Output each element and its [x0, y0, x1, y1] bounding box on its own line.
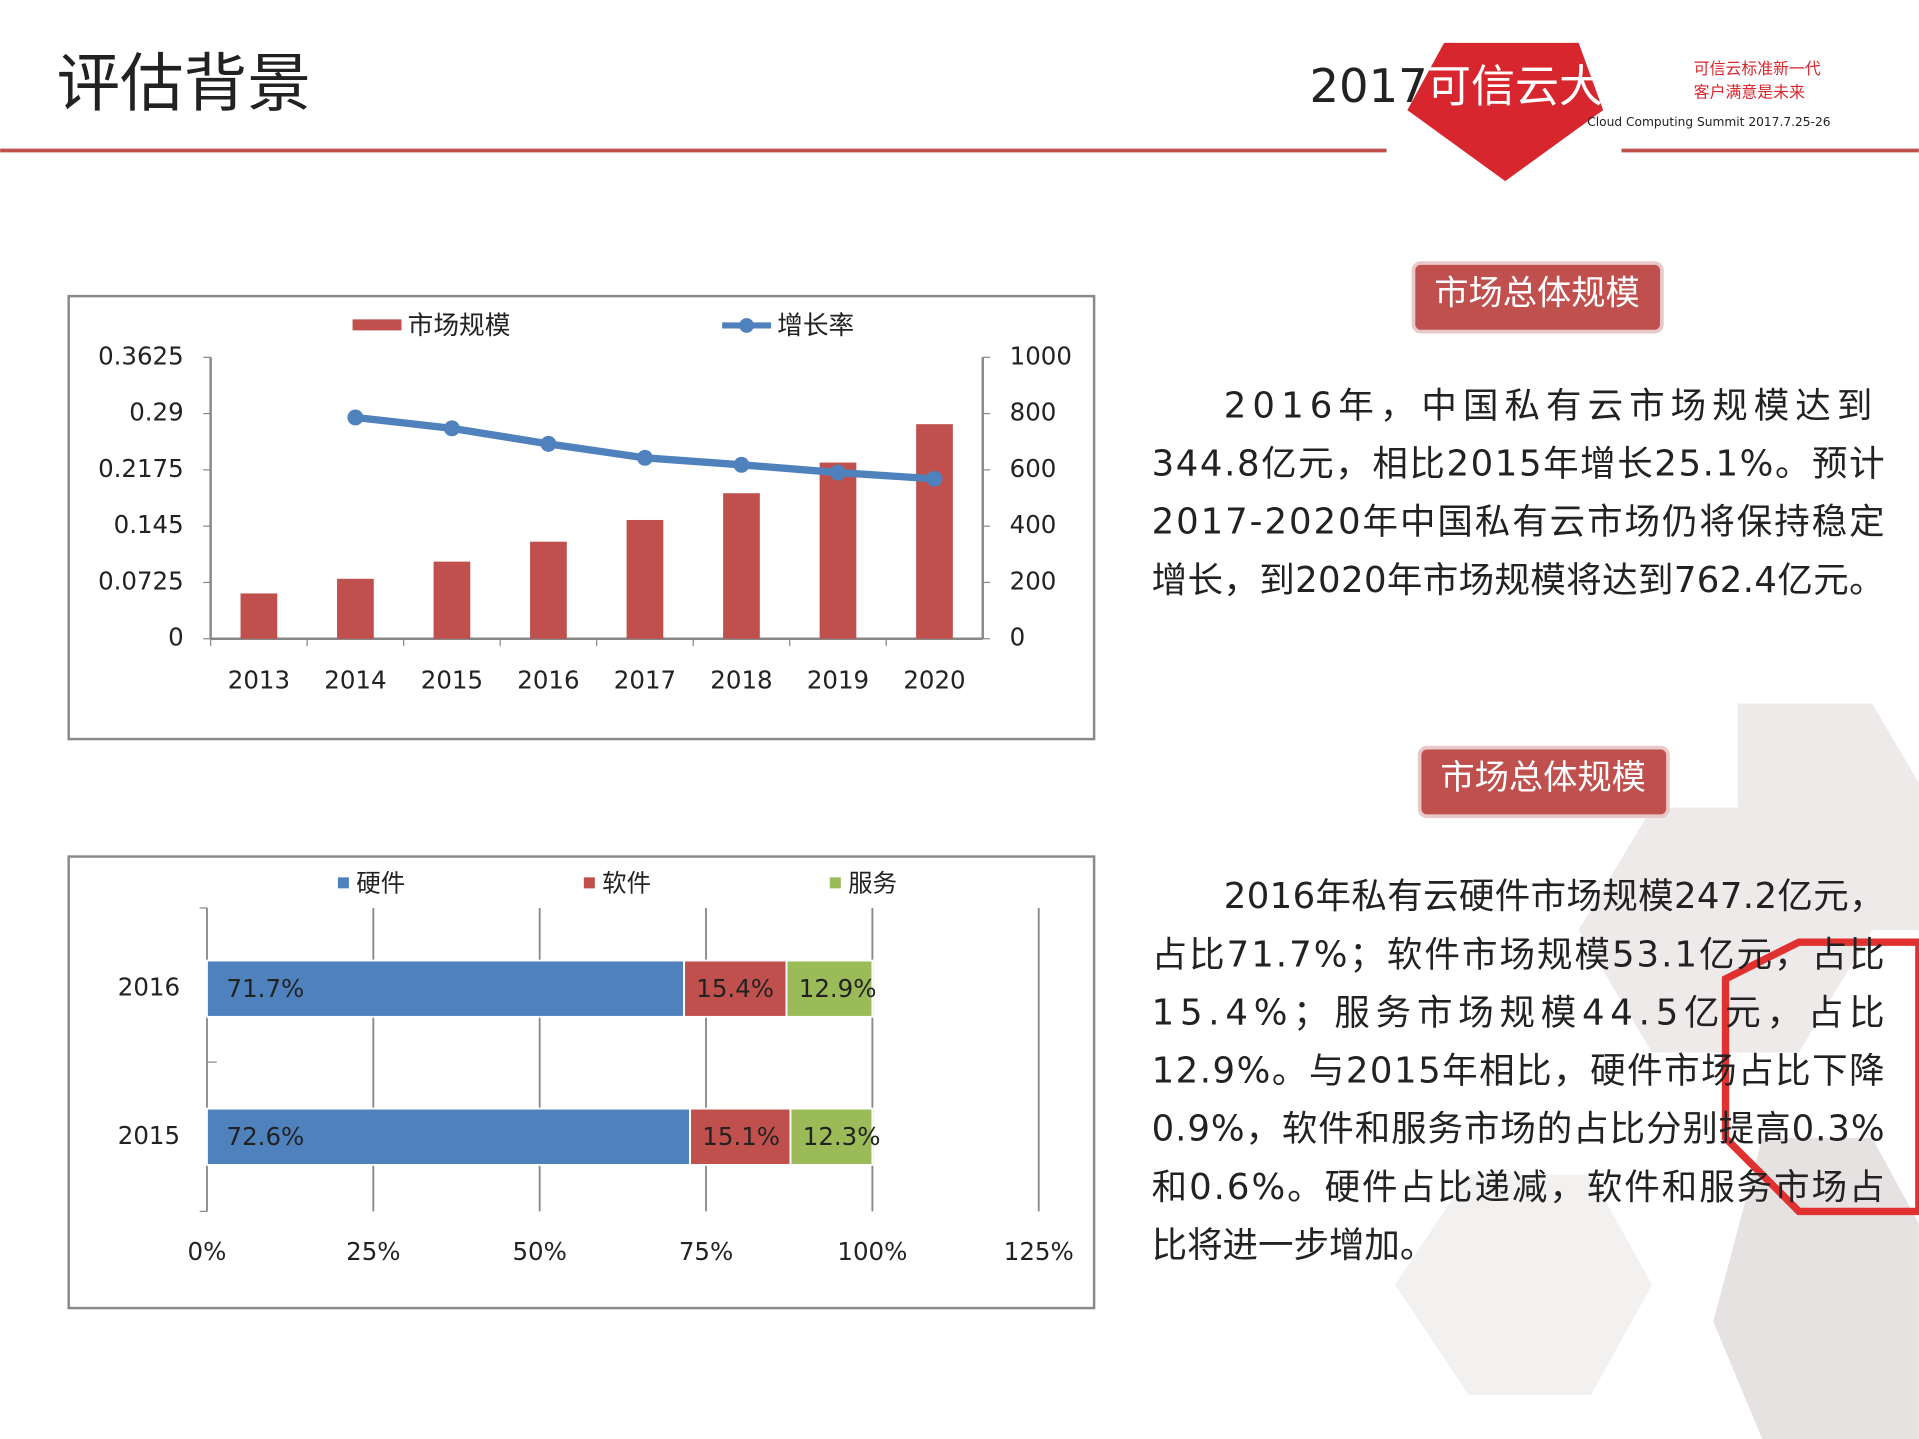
- paragraph-line: 2016年私有云硬件市场规模247.2亿元，: [1224, 876, 1885, 917]
- bar-segment: [683, 959, 788, 1018]
- legend-swatch: [583, 877, 595, 889]
- x-tick-label: 2017: [614, 666, 676, 695]
- legend-label: 增长率: [777, 311, 854, 341]
- y2-tick-label: 800: [1010, 398, 1057, 427]
- y-tick-label: 0.3625: [98, 341, 184, 370]
- paragraph-line: 比将进一步增加。: [1152, 1225, 1436, 1266]
- y2-tick-label: 1000: [1010, 341, 1072, 370]
- legend-swatch: [739, 318, 754, 333]
- point: [926, 470, 943, 487]
- legend-swatch: [352, 319, 402, 331]
- x-tick-label: 2018: [710, 666, 772, 695]
- bar: [723, 493, 760, 639]
- legend-swatch: [337, 877, 349, 889]
- x-tick-label: 100%: [837, 1237, 907, 1266]
- slogan: 客户满意是未来: [1694, 82, 1805, 101]
- paragraph-line: 344.8亿元，相比2015年增长25.1%。预计: [1152, 444, 1885, 485]
- summit: Cloud Computing Summit 2017.7.25-26: [1587, 115, 1830, 129]
- x-tick-label: 50%: [512, 1237, 566, 1266]
- x-tick-label: 0%: [188, 1237, 227, 1266]
- bar-segment: [789, 1107, 874, 1166]
- bar: [433, 561, 471, 639]
- x-tick-label: 2013: [228, 666, 290, 695]
- paragraph-line: 0.9%，软件和服务市场的占比分别提高0.3%: [1152, 1109, 1885, 1150]
- point: [540, 435, 557, 452]
- bar: [626, 519, 664, 639]
- chart-frame: [67, 855, 1096, 1310]
- legend-label: 市场规模: [408, 311, 511, 341]
- paragraph-line: 和0.6%。硬件占比递减，软件和服务市场占: [1152, 1167, 1885, 1208]
- logo-name: 可信云大会: [1427, 61, 1647, 112]
- background-decoration: [1395, 703, 1919, 1439]
- x-tick-label: 75%: [679, 1237, 733, 1266]
- point: [636, 449, 653, 466]
- value-label: 71.7%: [227, 974, 305, 1003]
- paragraph-line: 2017-2020年中国私有云市场仍将保持稳定: [1152, 502, 1885, 543]
- paragraph-line: 2016年，中国私有云市场规模达到: [1224, 385, 1873, 426]
- y2-tick-label: 0: [1010, 623, 1026, 652]
- badge-text: 市场总体规模: [1440, 758, 1646, 798]
- bar-segment: [785, 959, 874, 1018]
- bar: [530, 541, 567, 639]
- slogan: 可信云标准新一代: [1694, 59, 1821, 78]
- point: [347, 409, 364, 426]
- value-label: 12.9%: [799, 974, 877, 1003]
- legend-label: 服务: [848, 869, 897, 898]
- point: [733, 456, 750, 473]
- y-tick-label: 0.0725: [98, 566, 184, 595]
- bar: [337, 578, 374, 639]
- paragraph-line: 增长，到2020年市场规模将达到762.4亿元。: [1152, 560, 1885, 601]
- point: [830, 464, 846, 481]
- x-tick-label: 2015: [421, 666, 483, 695]
- x-tick-label: 2020: [903, 666, 965, 695]
- badge-text: 市场总体规模: [1434, 273, 1640, 313]
- chart-frame: [67, 294, 1096, 741]
- y2-tick-label: 400: [1010, 510, 1057, 539]
- y-tick-label: 0.29: [129, 398, 183, 427]
- page-title: 评估背景: [56, 48, 310, 122]
- x-tick-label: 2016: [517, 666, 579, 695]
- paragraph-line: 15.4%；服务市场规模44.5亿元，占比: [1152, 992, 1885, 1033]
- bar-segment: [206, 959, 685, 1018]
- point: [443, 420, 460, 437]
- value-label: 72.6%: [227, 1122, 305, 1151]
- logo-gem: [1407, 42, 1604, 182]
- legend-swatch: [829, 877, 841, 889]
- paragraph-line: 占比71.7%；软件市场规模53.1亿元，占比: [1152, 934, 1885, 975]
- bar: [819, 462, 857, 639]
- x-tick-label: 2019: [807, 666, 869, 695]
- bar: [916, 424, 953, 639]
- legend-label: 软件: [602, 869, 651, 898]
- y-tick-label: 0: [168, 623, 184, 652]
- value-label: 15.1%: [702, 1122, 780, 1151]
- y2-tick-label: 200: [1010, 566, 1057, 595]
- bar: [240, 593, 278, 639]
- x-tick-label: 25%: [346, 1237, 400, 1266]
- line: [354, 413, 935, 483]
- badge: 市场总体规模: [1417, 745, 1670, 819]
- paragraph-line: 12.9%。与2015年相比，硬件市场占比下降: [1152, 1051, 1885, 1092]
- value-label: 12.3%: [803, 1122, 881, 1151]
- y-tick-label: 0.2175: [98, 454, 184, 483]
- legend-label: 硬件: [356, 869, 405, 898]
- x-tick-label: 2014: [324, 666, 386, 695]
- value-label: 15.4%: [696, 974, 774, 1003]
- badge: 市场总体规模: [1411, 261, 1664, 334]
- y-tick-label: 2016: [118, 973, 180, 1002]
- y2-tick-label: 600: [1010, 454, 1057, 483]
- logo-year: 2017: [1309, 59, 1427, 113]
- y-tick-label: 0.145: [114, 510, 184, 539]
- x-tick-label: 125%: [1004, 1237, 1074, 1266]
- y-tick-label: 2015: [118, 1121, 180, 1150]
